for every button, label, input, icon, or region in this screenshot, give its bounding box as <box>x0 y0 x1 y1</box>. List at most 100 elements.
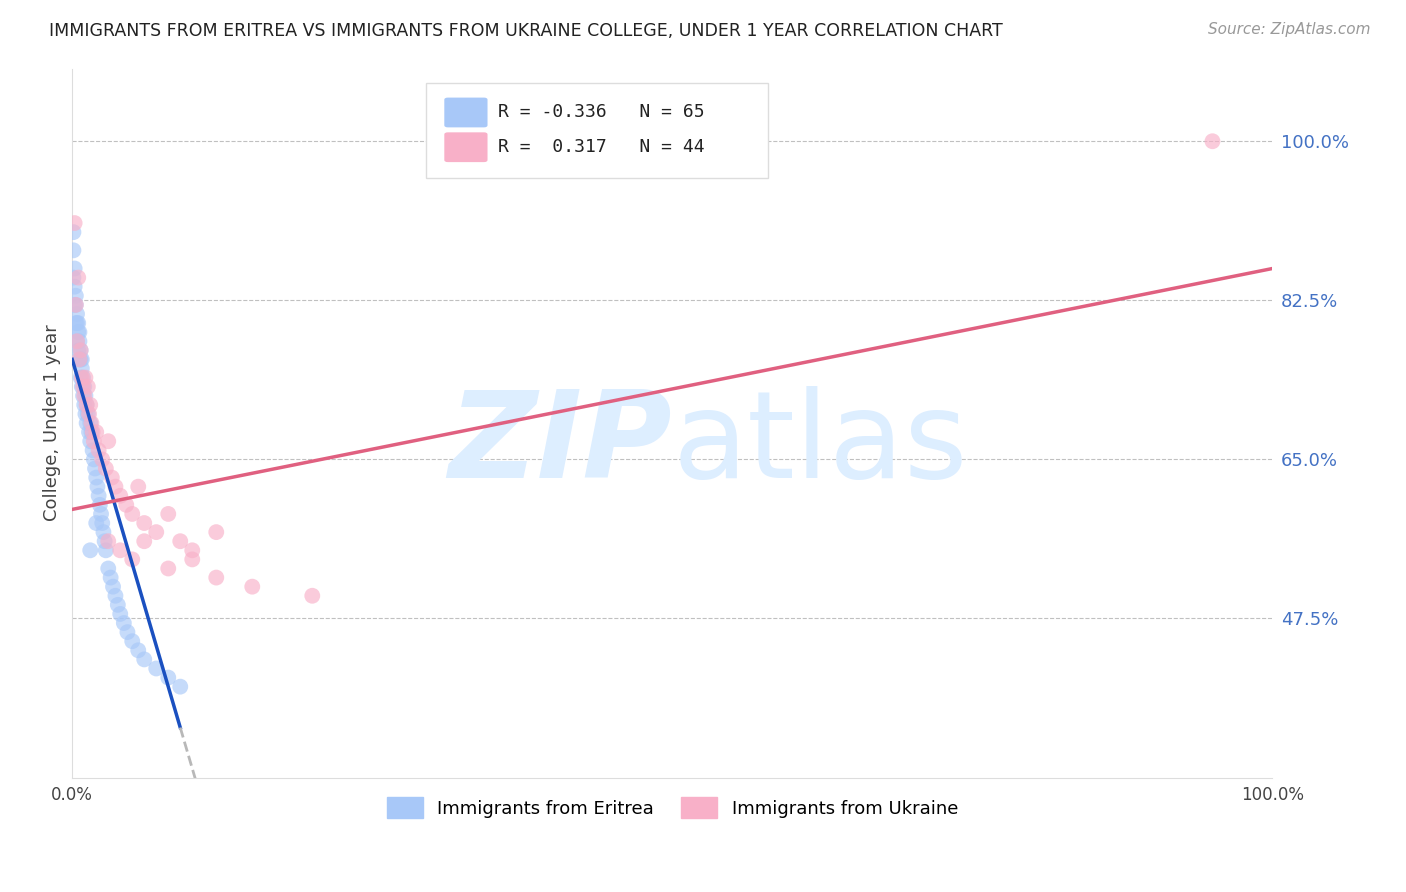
Point <box>67 334 90 349</box>
Point <box>104 480 127 494</box>
Point <box>80 416 103 430</box>
Point <box>169 680 191 694</box>
Point <box>97 561 120 575</box>
Point <box>91 452 114 467</box>
Point <box>83 434 105 449</box>
Point <box>121 634 143 648</box>
Point <box>84 470 107 484</box>
Point <box>63 261 86 276</box>
Point <box>76 398 98 412</box>
Point <box>97 534 120 549</box>
Point <box>134 652 156 666</box>
Point <box>83 452 105 467</box>
Text: R = -0.336   N = 65: R = -0.336 N = 65 <box>498 103 704 121</box>
Point <box>110 607 132 621</box>
Point <box>70 379 93 393</box>
Point <box>101 580 124 594</box>
Point <box>72 370 94 384</box>
Point <box>62 225 84 239</box>
FancyBboxPatch shape <box>444 97 488 128</box>
Text: R =  0.317   N = 44: R = 0.317 N = 44 <box>498 138 704 156</box>
Y-axis label: College, Under 1 year: College, Under 1 year <box>44 325 60 522</box>
Point <box>121 552 143 566</box>
Point <box>70 361 93 376</box>
Point <box>62 270 84 285</box>
Point <box>84 516 107 530</box>
Point <box>157 671 180 685</box>
Point <box>100 571 122 585</box>
Point <box>67 316 90 330</box>
Point <box>79 398 101 412</box>
Legend: Immigrants from Eritrea, Immigrants from Ukraine: Immigrants from Eritrea, Immigrants from… <box>380 790 966 825</box>
Point <box>181 543 204 558</box>
Point <box>67 270 90 285</box>
Point <box>65 289 87 303</box>
Point <box>67 325 90 339</box>
Point <box>63 216 86 230</box>
Point <box>1201 134 1223 148</box>
Point <box>89 498 111 512</box>
Point <box>93 525 115 540</box>
Point <box>107 598 129 612</box>
Point <box>169 534 191 549</box>
Point <box>76 398 98 412</box>
Point <box>82 425 104 439</box>
Point <box>76 407 98 421</box>
Point <box>86 480 108 494</box>
Point <box>80 425 103 439</box>
Point <box>84 461 107 475</box>
Point <box>145 525 167 540</box>
Point <box>70 352 93 367</box>
Point <box>101 470 124 484</box>
Point <box>69 343 91 358</box>
Point <box>75 370 97 384</box>
Point <box>73 398 96 412</box>
Point <box>77 425 100 439</box>
Point <box>134 534 156 549</box>
Point <box>79 543 101 558</box>
Point <box>121 507 143 521</box>
Point <box>115 498 138 512</box>
Point <box>76 379 98 393</box>
Point <box>90 507 112 521</box>
Point <box>127 643 149 657</box>
Point <box>67 352 90 367</box>
Point <box>70 370 93 384</box>
Point <box>94 543 117 558</box>
Point <box>67 343 90 358</box>
Point <box>76 416 98 430</box>
FancyBboxPatch shape <box>426 83 769 178</box>
Point <box>112 615 135 630</box>
Point <box>69 370 91 384</box>
Point <box>66 334 89 349</box>
Point <box>75 407 97 421</box>
Point <box>110 543 132 558</box>
Point <box>73 389 96 403</box>
Point <box>240 580 263 594</box>
Point <box>75 389 97 403</box>
Point <box>93 534 115 549</box>
Point <box>205 525 228 540</box>
Point <box>66 307 89 321</box>
Point <box>145 661 167 675</box>
Text: atlas: atlas <box>672 386 967 503</box>
Point <box>67 352 90 367</box>
Point <box>87 443 110 458</box>
Text: Source: ZipAtlas.com: Source: ZipAtlas.com <box>1208 22 1371 37</box>
Point <box>69 352 91 367</box>
Point <box>94 461 117 475</box>
Point <box>301 589 323 603</box>
Point <box>79 434 101 449</box>
Point <box>127 480 149 494</box>
Point <box>181 552 204 566</box>
Point <box>84 425 107 439</box>
Point <box>72 379 94 393</box>
Point <box>66 334 89 349</box>
Point <box>91 516 114 530</box>
Point <box>67 325 90 339</box>
FancyBboxPatch shape <box>444 132 488 162</box>
Point <box>63 298 86 312</box>
Point <box>77 407 100 421</box>
Point <box>104 589 127 603</box>
Point <box>63 279 86 293</box>
